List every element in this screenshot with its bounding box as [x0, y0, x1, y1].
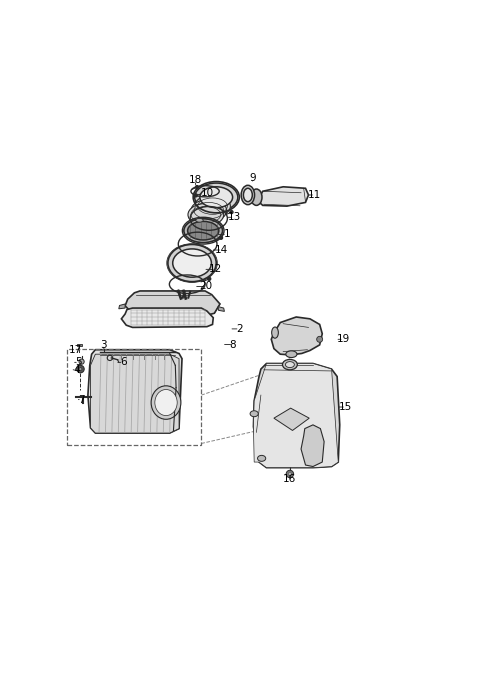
Polygon shape [125, 291, 220, 315]
Text: 10: 10 [200, 189, 214, 198]
Text: 17: 17 [69, 345, 82, 355]
Circle shape [77, 365, 84, 373]
Ellipse shape [155, 389, 177, 416]
Circle shape [219, 236, 223, 239]
Text: 12: 12 [209, 264, 222, 274]
Circle shape [230, 210, 233, 214]
Text: 13: 13 [228, 212, 241, 222]
Ellipse shape [173, 249, 211, 277]
Text: 7: 7 [78, 395, 85, 405]
Polygon shape [77, 344, 82, 346]
Circle shape [208, 278, 211, 280]
Ellipse shape [241, 185, 254, 205]
Circle shape [195, 185, 199, 189]
Circle shape [79, 368, 82, 371]
Text: 11: 11 [308, 190, 322, 200]
Ellipse shape [196, 219, 203, 222]
Text: 3: 3 [101, 339, 107, 350]
Text: 18: 18 [189, 175, 203, 185]
Ellipse shape [191, 199, 227, 222]
Ellipse shape [195, 183, 238, 212]
Ellipse shape [251, 189, 262, 205]
Text: 5: 5 [75, 357, 82, 367]
Ellipse shape [286, 362, 294, 368]
Polygon shape [271, 317, 322, 355]
Polygon shape [274, 408, 309, 430]
Polygon shape [91, 354, 179, 433]
Text: 20: 20 [200, 282, 213, 291]
Polygon shape [253, 364, 338, 468]
Ellipse shape [282, 359, 297, 370]
Polygon shape [218, 307, 225, 312]
Ellipse shape [184, 219, 223, 243]
Ellipse shape [151, 386, 181, 419]
Ellipse shape [258, 455, 266, 462]
Text: 19: 19 [337, 335, 350, 344]
Text: 16: 16 [283, 474, 297, 484]
Circle shape [194, 194, 197, 197]
Text: 15: 15 [339, 402, 352, 412]
Ellipse shape [286, 351, 297, 357]
Ellipse shape [195, 195, 230, 217]
Polygon shape [88, 350, 182, 433]
Text: 1: 1 [223, 230, 230, 239]
Text: 14: 14 [215, 245, 228, 255]
Text: 4: 4 [73, 365, 80, 375]
Text: 8: 8 [229, 339, 236, 350]
Text: 9: 9 [250, 174, 256, 183]
Circle shape [288, 473, 291, 475]
Polygon shape [119, 304, 125, 309]
Ellipse shape [188, 203, 224, 226]
Ellipse shape [168, 244, 216, 282]
Polygon shape [256, 187, 309, 206]
Ellipse shape [272, 327, 278, 338]
Text: 6: 6 [120, 357, 127, 367]
Text: 2: 2 [236, 324, 242, 334]
Circle shape [317, 337, 323, 342]
Polygon shape [121, 308, 213, 328]
Ellipse shape [200, 187, 233, 208]
Polygon shape [253, 364, 340, 468]
Ellipse shape [243, 188, 252, 202]
Circle shape [79, 359, 84, 364]
Ellipse shape [188, 221, 219, 240]
Circle shape [286, 471, 294, 477]
Polygon shape [301, 425, 324, 466]
Ellipse shape [250, 411, 258, 416]
